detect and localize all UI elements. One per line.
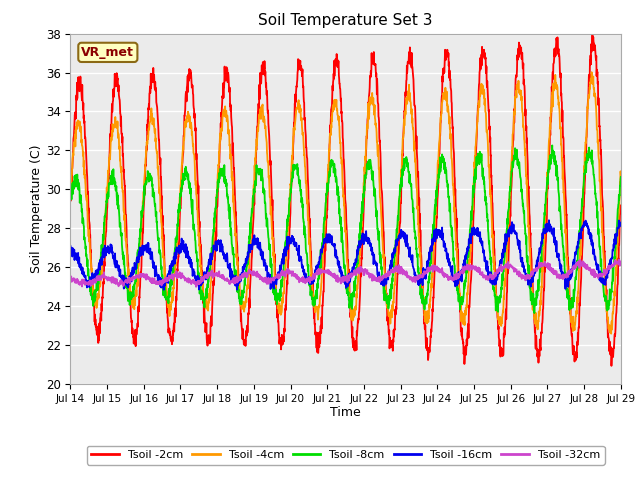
Tsoil -8cm <box>548 143 556 148</box>
Tsoil -8cm <box>334 192 342 197</box>
Tsoil -16cm <box>601 276 609 282</box>
Tsoil -8cm <box>319 234 327 240</box>
Legend: Tsoil -2cm, Tsoil -4cm, Tsoil -8cm, Tsoil -16cm, Tsoil -32cm: Tsoil -2cm, Tsoil -4cm, Tsoil -8cm, Tsoi… <box>86 445 605 465</box>
Tsoil -32cm <box>320 268 328 274</box>
Tsoil -32cm <box>615 257 623 263</box>
Tsoil -8cm <box>617 174 625 180</box>
Text: VR_met: VR_met <box>81 46 134 59</box>
Line: Tsoil -16cm: Tsoil -16cm <box>70 220 621 290</box>
Tsoil -2cm <box>607 363 615 369</box>
Tsoil -8cm <box>95 281 102 287</box>
Tsoil -2cm <box>601 253 609 259</box>
Tsoil -16cm <box>67 243 74 249</box>
Tsoil -4cm <box>500 294 508 300</box>
Tsoil -8cm <box>67 195 74 201</box>
Tsoil -16cm <box>617 220 625 226</box>
Tsoil -4cm <box>67 194 74 200</box>
Tsoil -4cm <box>617 172 625 178</box>
Title: Soil Temperature Set 3: Soil Temperature Set 3 <box>259 13 433 28</box>
Tsoil -32cm <box>617 259 625 264</box>
Tsoil -8cm <box>531 310 538 316</box>
Tsoil -4cm <box>601 280 609 286</box>
Tsoil -16cm <box>95 265 102 271</box>
Line: Tsoil -4cm: Tsoil -4cm <box>70 72 621 334</box>
Tsoil -32cm <box>95 273 102 279</box>
Tsoil -32cm <box>335 279 342 285</box>
Tsoil -16cm <box>602 282 609 288</box>
Tsoil -16cm <box>335 263 342 268</box>
Y-axis label: Soil Temperature (C): Soil Temperature (C) <box>30 144 43 273</box>
Tsoil -4cm <box>95 292 102 298</box>
Tsoil -16cm <box>320 240 328 246</box>
Tsoil -2cm <box>589 32 596 38</box>
Tsoil -2cm <box>617 203 625 208</box>
Tsoil -8cm <box>500 265 508 271</box>
Tsoil -16cm <box>545 217 553 223</box>
Tsoil -2cm <box>95 339 102 345</box>
Tsoil -16cm <box>160 287 168 293</box>
Tsoil -2cm <box>500 331 508 336</box>
Tsoil -32cm <box>500 264 508 269</box>
Tsoil -2cm <box>334 63 342 69</box>
Tsoil -4cm <box>334 114 342 120</box>
Line: Tsoil -8cm: Tsoil -8cm <box>70 145 621 313</box>
Tsoil -4cm <box>607 331 615 336</box>
Tsoil -32cm <box>67 274 74 280</box>
Line: Tsoil -2cm: Tsoil -2cm <box>70 35 621 366</box>
X-axis label: Time: Time <box>330 407 361 420</box>
Tsoil -2cm <box>67 197 74 203</box>
Tsoil -4cm <box>319 241 327 247</box>
Tsoil -8cm <box>602 296 609 301</box>
Tsoil -16cm <box>500 243 508 249</box>
Line: Tsoil -32cm: Tsoil -32cm <box>70 260 621 287</box>
Tsoil -32cm <box>193 284 200 289</box>
Tsoil -4cm <box>588 69 595 75</box>
Tsoil -32cm <box>601 269 609 275</box>
Tsoil -32cm <box>601 271 609 276</box>
Tsoil -2cm <box>601 264 609 270</box>
Tsoil -8cm <box>601 298 609 304</box>
Tsoil -2cm <box>319 288 327 294</box>
Tsoil -4cm <box>601 279 609 285</box>
